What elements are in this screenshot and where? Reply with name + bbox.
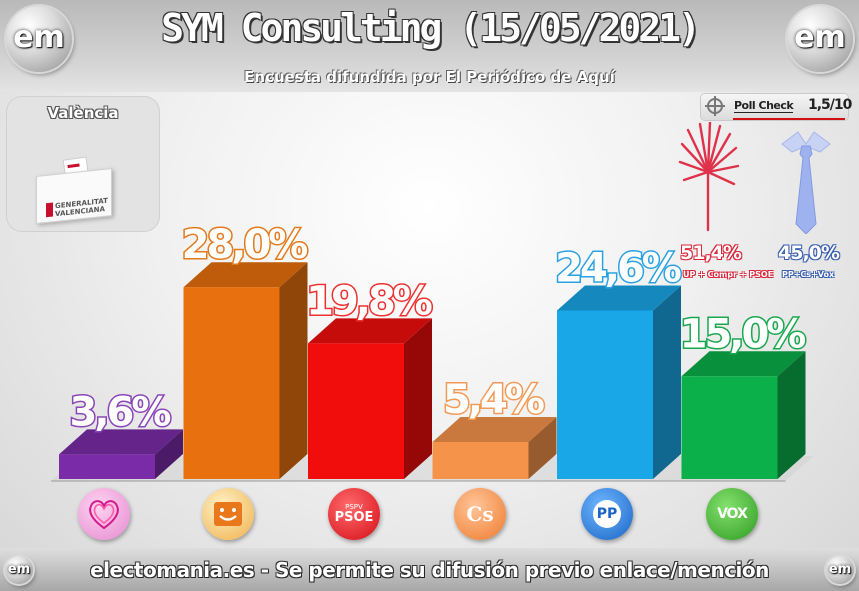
bar-top-5: [681, 351, 806, 377]
electomania-logo-left: em: [6, 6, 72, 72]
chart-subtitle: Encuesta difundida por El Periódico de A…: [244, 68, 615, 86]
party-logo-unides-podem: [78, 488, 130, 540]
electomania-logo-footer-left: em: [5, 556, 33, 584]
bar-side-1: [279, 262, 308, 479]
cs-text: Cs: [466, 502, 494, 526]
electomania-logo-footer-right: em: [826, 556, 854, 584]
electomania-logo-right: em: [787, 6, 853, 72]
smile-icon: [214, 502, 242, 526]
pp-text: PP: [593, 500, 621, 528]
bloc-right-label: PP+Cs+Vox: [782, 270, 835, 279]
heart-icon: [89, 500, 119, 530]
region-label: València: [47, 104, 119, 122]
palm-leaf-icon: [678, 122, 740, 232]
bar-top-1: [183, 262, 308, 288]
crosshair-icon: [705, 96, 725, 116]
bar-side-5: [777, 351, 806, 479]
shirt-tie-icon: [781, 131, 831, 234]
party-logo-compromis: [202, 488, 254, 540]
data-label-3: 5,4%: [443, 377, 544, 423]
party-logo-ciudadanos: Cs: [454, 488, 506, 540]
bar-top-4: [557, 285, 681, 311]
chart-title: SYM Consulting (15/05/2021): [161, 6, 701, 50]
party-logo-psoe: PSPV PSOE: [328, 488, 380, 540]
footer-credit: electomania.es - Se permite su difusión …: [90, 558, 769, 582]
bar-side-3: [528, 417, 557, 479]
bar-0: [59, 454, 155, 479]
poll-check-score: 1,5/10: [808, 97, 852, 113]
poll-check-label: Poll Check: [734, 99, 794, 113]
header-band: [0, 0, 859, 92]
bar-4: [557, 310, 653, 479]
party-logo-vox: VOX: [706, 488, 758, 540]
bar-1: [183, 287, 280, 479]
bar-side-2: [404, 318, 432, 479]
data-label-1: 28,0%: [182, 222, 308, 268]
data-label-0: 3,6%: [70, 389, 171, 435]
data-label-5: 15,0%: [680, 311, 806, 357]
footer-band: [0, 548, 859, 591]
bar-top-2: [308, 318, 432, 344]
party-logo-pp: PP: [581, 488, 633, 540]
psoe-subtext: PSPV: [345, 503, 363, 511]
bar-side-0: [155, 429, 183, 479]
bar-2: [308, 343, 404, 479]
bloc-right-value: 45,0%: [778, 242, 840, 264]
region-panel: València GENERALITAT VALENCIANA: [6, 96, 160, 232]
poll-check-underline: [733, 118, 845, 120]
poll-check-badge: Poll Check 1,5/10: [701, 94, 852, 120]
data-label-4: 24,6%: [555, 245, 681, 291]
bloc-left-value: 51,4%: [680, 242, 742, 264]
bar-3: [432, 442, 529, 479]
bloc-left-label: UP + Compr + PSOE: [683, 270, 774, 279]
bar-top-3: [432, 417, 557, 443]
psoe-text: PSOE: [334, 510, 374, 525]
bar-side-4: [653, 285, 681, 479]
vox-text: VOX: [717, 506, 748, 522]
bar-top-0: [59, 429, 183, 455]
bar-5: [681, 376, 778, 479]
data-label-2: 19,8%: [306, 278, 432, 324]
